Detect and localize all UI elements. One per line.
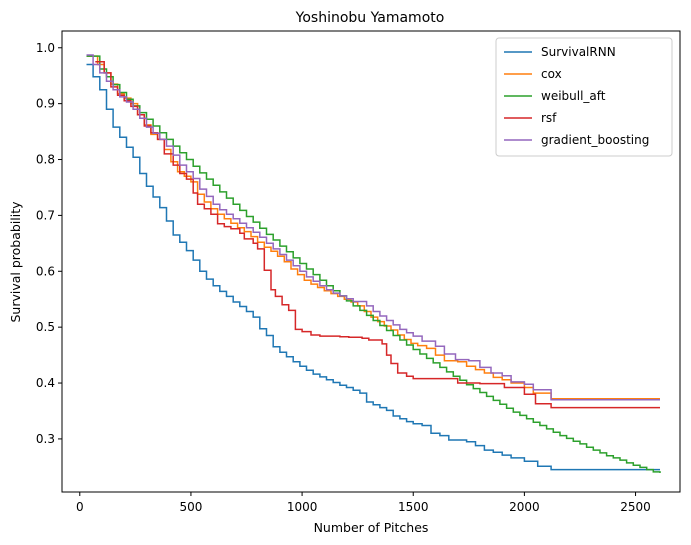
x-tick-label: 1500 [398, 500, 429, 514]
series-line-survivalrnn [86, 63, 660, 471]
legend-label: gradient_boosting [541, 133, 649, 147]
y-tick-label: 0.6 [36, 264, 55, 278]
legend-box [495, 37, 673, 157]
x-tick-label: 1000 [287, 500, 318, 514]
x-axis-label: Number of Pitches [314, 520, 429, 535]
y-axis: 0.3 0.4 0.5 0.6 0.7 0.8 0.9 1.0 [36, 41, 62, 446]
y-axis-label: Survival probability [8, 201, 23, 323]
legend-label: SurvivalRNN [541, 45, 616, 59]
legend-label: cox [541, 67, 562, 81]
y-tick-label: 0.4 [36, 376, 55, 390]
y-tick-label: 0.9 [36, 97, 55, 111]
x-axis: 0 500 1000 1500 2000 2500 [76, 492, 651, 514]
x-tick-label: 500 [179, 500, 202, 514]
x-tick-label: 2000 [509, 500, 540, 514]
x-tick-label: 0 [76, 500, 84, 514]
y-tick-label: 0.8 [36, 153, 55, 167]
y-tick-label: 0.3 [36, 432, 55, 446]
y-tick-label: 0.5 [36, 320, 55, 334]
plot-frame [61, 30, 681, 493]
y-tick-label: 0.7 [36, 208, 55, 222]
legend-label: rsf [541, 111, 557, 125]
y-tick-label: 1.0 [36, 41, 55, 55]
legend-label: weibull_aft [541, 89, 606, 103]
series-line-weibull-aft [86, 55, 661, 473]
chart-title: Yoshinobu Yamamoto [295, 10, 445, 26]
plot-lines [86, 54, 661, 473]
x-tick-label: 2500 [620, 500, 651, 514]
series-line-gradient-boosting [86, 54, 660, 401]
